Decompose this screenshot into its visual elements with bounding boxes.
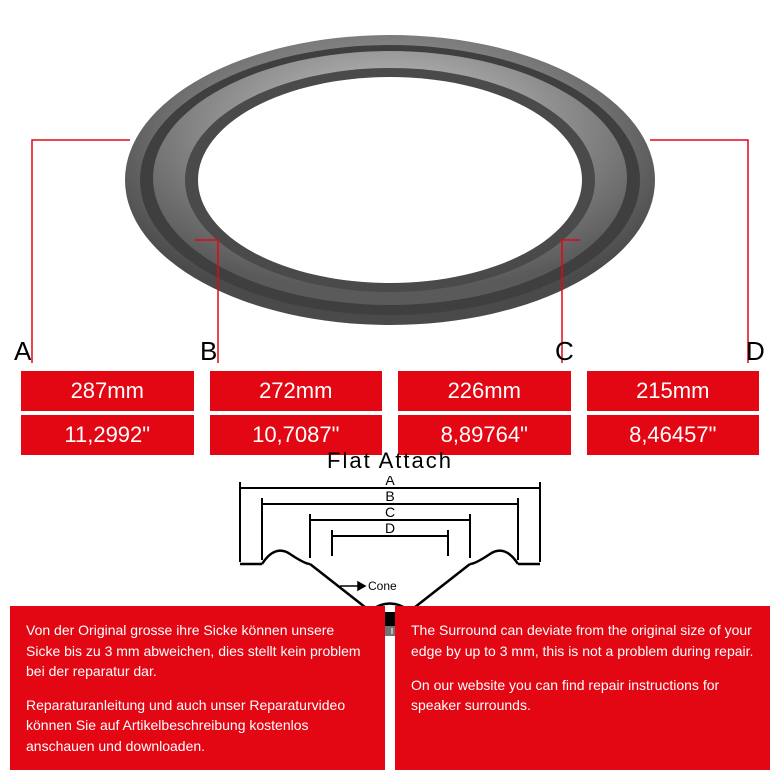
speaker-surround-ring xyxy=(120,30,660,330)
dim-label-D: D xyxy=(746,336,765,367)
dim-label-A: A xyxy=(14,336,31,367)
dim-col-C: 226mm 8,89764" xyxy=(397,370,572,456)
dim-B-mm: 272mm xyxy=(209,370,384,412)
de-p1: Von der Original grosse ihre Sicke könne… xyxy=(26,620,369,681)
diagram-title: Flat Attach xyxy=(220,448,560,474)
dim-D-mm: 215mm xyxy=(586,370,761,412)
dim-A-in: 11,2992" xyxy=(20,414,195,456)
diag-label-C: C xyxy=(385,504,395,520)
dim-C-mm: 226mm xyxy=(397,370,572,412)
dim-D-in: 8,46457" xyxy=(586,414,761,456)
dim-A-mm: 287mm xyxy=(20,370,195,412)
cone-label: Cone xyxy=(368,579,397,593)
de-p2: Reparaturanleitung und auch unser Repara… xyxy=(26,695,369,756)
info-text-de: Von der Original grosse ihre Sicke könne… xyxy=(10,606,385,770)
diag-label-B: B xyxy=(385,488,394,504)
dimension-table: 287mm 11,2992" 272mm 10,7087" 226mm 8,89… xyxy=(20,370,760,456)
en-p2: On our website you can find repair instr… xyxy=(411,675,754,716)
dim-label-C: C xyxy=(555,336,574,367)
product-spec-infographic: A B C D 287mm 11,2992" 272mm 10,7087" 22… xyxy=(0,0,780,780)
ring-svg xyxy=(120,30,660,330)
diag-label-A: A xyxy=(385,476,395,488)
dim-col-A: 287mm 11,2992" xyxy=(20,370,195,456)
dim-label-B: B xyxy=(200,336,217,367)
info-text-row: Von der Original grosse ihre Sicke könne… xyxy=(0,596,780,780)
diag-label-D: D xyxy=(385,520,395,536)
en-p1: The Surround can deviate from the origin… xyxy=(411,620,754,661)
dim-col-D: 215mm 8,46457" xyxy=(586,370,761,456)
info-text-en: The Surround can deviate from the origin… xyxy=(395,606,770,770)
dim-col-B: 272mm 10,7087" xyxy=(209,370,384,456)
